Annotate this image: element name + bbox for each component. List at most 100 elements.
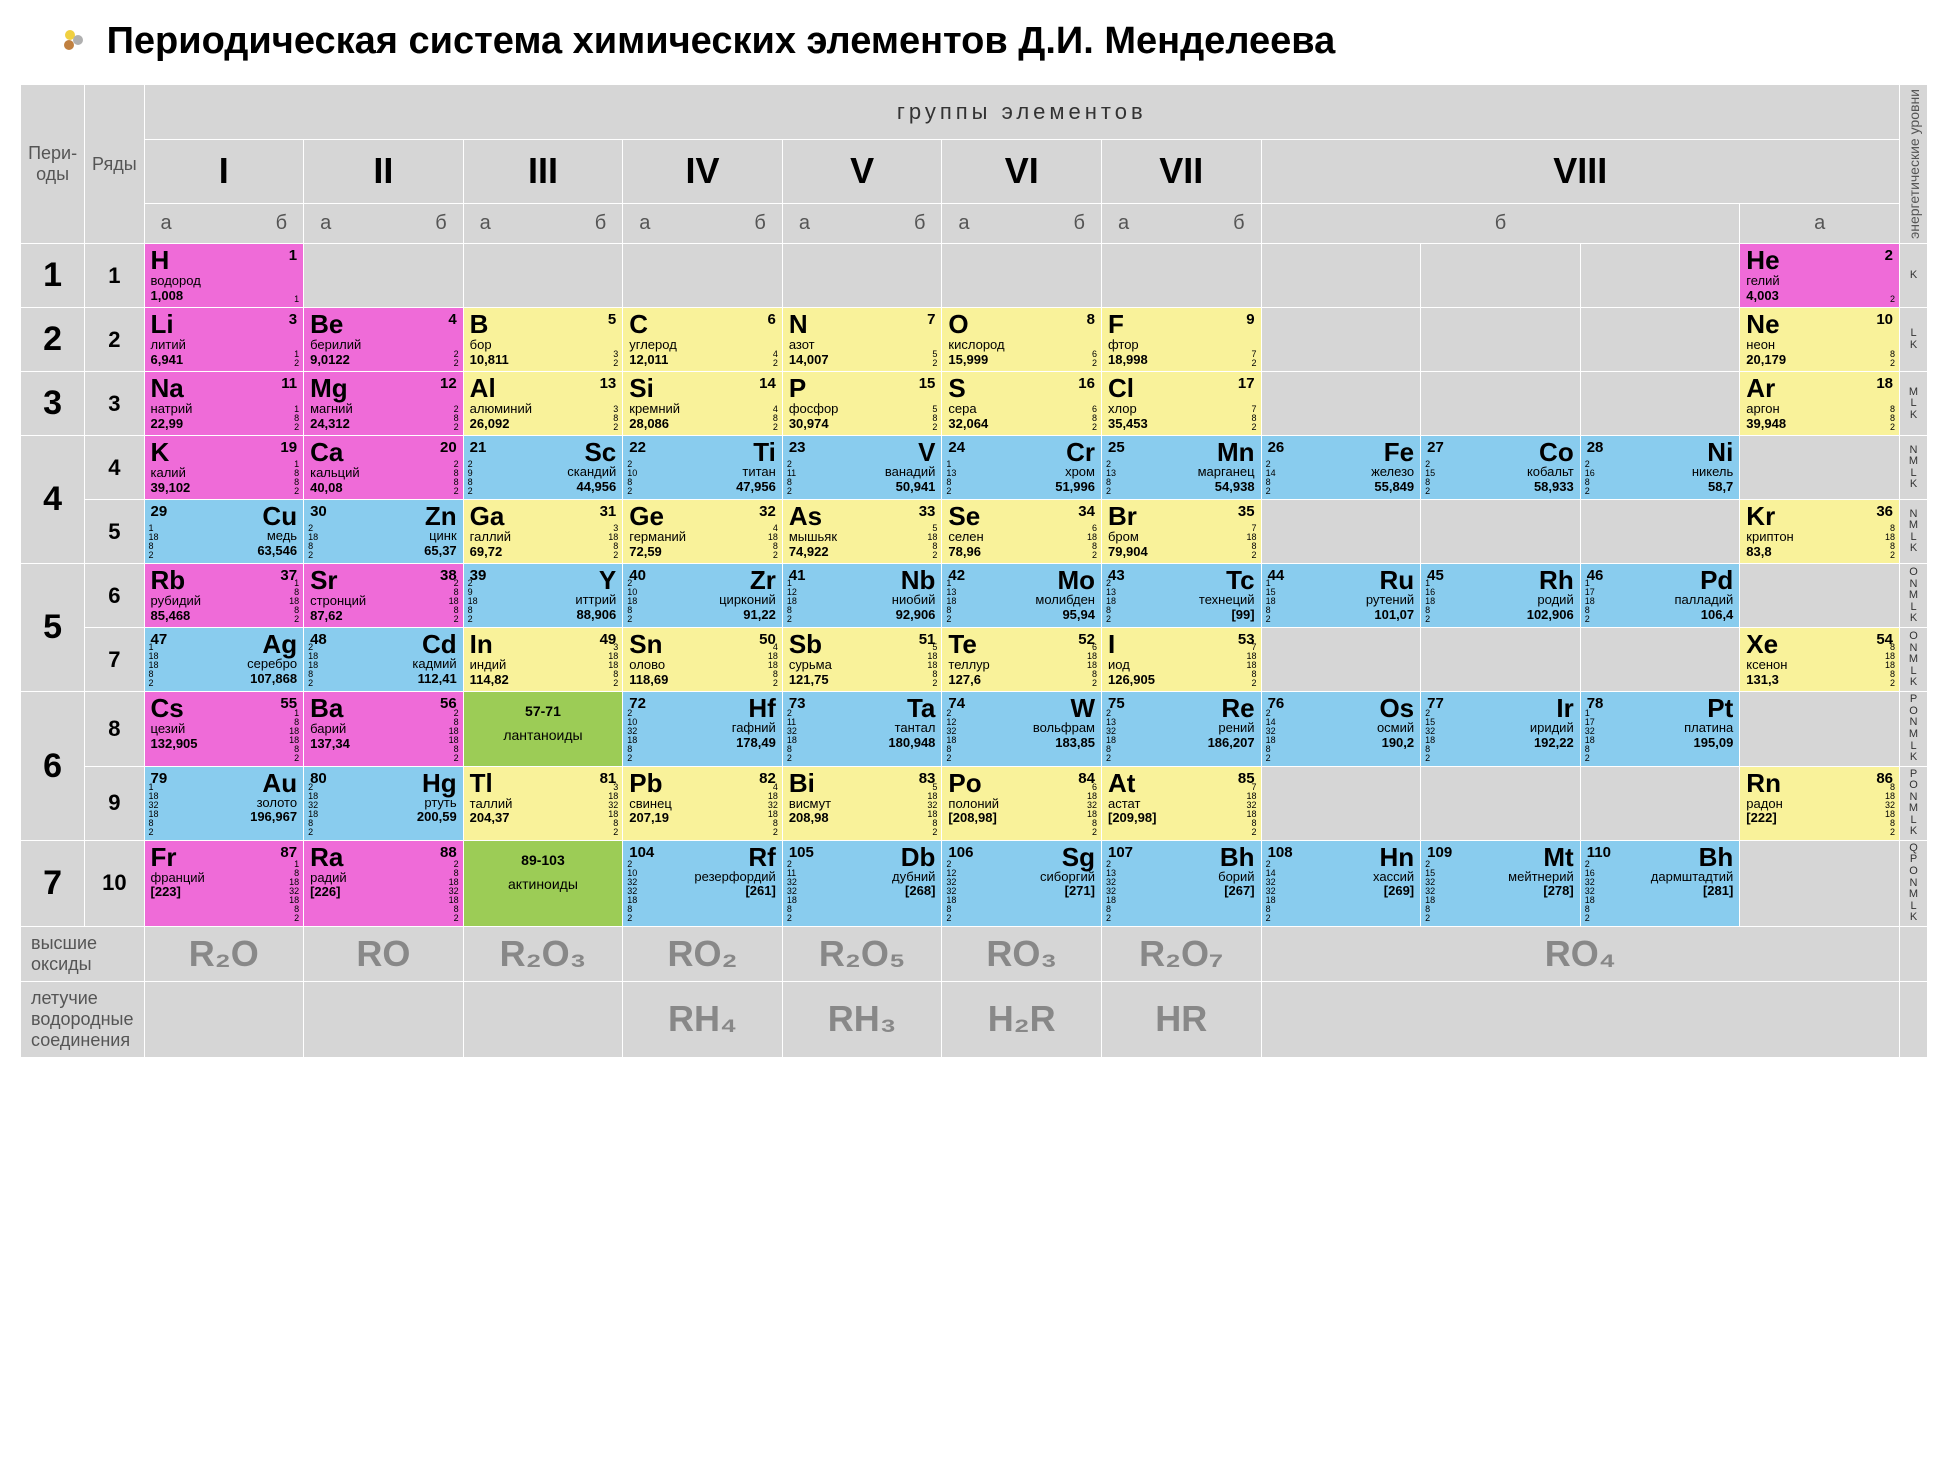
- period-number: 3: [21, 372, 85, 436]
- oxide-formula: RO₂: [623, 926, 783, 981]
- element-N: N7азот14,0075 2: [782, 308, 942, 372]
- element-Hg: Hg80ртуть200,592 18 32 18 8 2: [304, 766, 464, 840]
- element-F: F9фтор18,9987 2: [1101, 308, 1261, 372]
- element-Ta: Ta73тантал180,9482 11 32 18 8 2: [782, 692, 942, 766]
- energy-levels: P O N M L K: [1900, 692, 1928, 766]
- element-Db: Db105дубний[268]2 11 32 32 18 8 2: [782, 840, 942, 926]
- element-H: H1водород1,0081: [144, 244, 304, 308]
- element-Co: Co27кобальт58,9332 15 8 2: [1421, 436, 1581, 500]
- element-At: At85астат[209,98]7 18 32 18 8 2: [1101, 766, 1261, 840]
- energy-levels: P O N M L K: [1900, 766, 1928, 840]
- element-Au: Au79золото196,9671 18 32 18 8 2: [144, 766, 304, 840]
- title-text: Периодическая система химических элемент…: [107, 20, 1336, 62]
- element-P: P15фосфор30,9745 8 2: [782, 372, 942, 436]
- element-Ir: Ir77иридий192,222 15 32 18 8 2: [1421, 692, 1581, 766]
- element-Rf: Rf104резерфордий[261]2 10 32 32 18 8 2: [623, 840, 783, 926]
- hydride-formula: HR: [1101, 981, 1261, 1057]
- oxide-formula: RO₄: [1261, 926, 1899, 981]
- element-Sr: Sr38стронций87,622 8 18 8 2: [304, 564, 464, 628]
- element-Ne: Ne10неон20,1798 2: [1740, 308, 1900, 372]
- element-Cr: Cr24хром51,9961 13 8 2: [942, 436, 1102, 500]
- element-Cu: Cu29медь63,5461 18 8 2: [144, 500, 304, 564]
- energy-levels: Q P O N M L K: [1900, 840, 1928, 926]
- element-Na: Na11натрий22,991 8 2: [144, 372, 304, 436]
- element-Cs: Cs55цезий132,9051 8 18 18 8 2: [144, 692, 304, 766]
- element-Mn: Mn25марганец54,9382 13 8 2: [1101, 436, 1261, 500]
- periodic-table: Пери- оды Ряды группы элементов энергети…: [20, 84, 1928, 1057]
- element-Mg: Mg12магний24,3122 8 2: [304, 372, 464, 436]
- energy-header: энергетические уровни: [1900, 85, 1928, 244]
- hydrides-label: летучие водородные соединения: [21, 981, 145, 1057]
- element-Ag: Ag47серебро107,8681 18 18 8 2: [144, 628, 304, 692]
- element-Nb: Nb41ниобий92,9061 12 18 8 2: [782, 564, 942, 628]
- group-header: VI: [942, 139, 1102, 203]
- group-header: V: [782, 139, 942, 203]
- element-Ar: Ar18аргон39,9488 8 2: [1740, 372, 1900, 436]
- element-Hf: Hf72гафний178,492 10 32 18 8 2: [623, 692, 783, 766]
- element-Be: Be4берилий9,01222 2: [304, 308, 464, 372]
- row-number: 2: [85, 308, 144, 372]
- element-Ra: Ra88радий[226]2 8 18 32 18 8 2: [304, 840, 464, 926]
- oxide-formula: R₂O₇: [1101, 926, 1261, 981]
- element-Ru: Ru44рутений101,071 15 18 8 2: [1261, 564, 1421, 628]
- element-O: O8кислород15,9996 2: [942, 308, 1102, 372]
- element-Y: Y39иттрий88,9062 9 18 8 2: [463, 564, 623, 628]
- row-number: 4: [85, 436, 144, 500]
- energy-levels: O N M L K: [1900, 564, 1928, 628]
- element-Sn: Sn50олово118,694 18 18 8 2: [623, 628, 783, 692]
- element-K: K19калий39,1021 8 8 2: [144, 436, 304, 500]
- row-number: 5: [85, 500, 144, 564]
- row-number: 7: [85, 628, 144, 692]
- groups-header: группы элементов: [144, 85, 1899, 139]
- element-Li: Li3литий6,9411 2: [144, 308, 304, 372]
- row-number: 3: [85, 372, 144, 436]
- energy-levels: K: [1900, 244, 1928, 308]
- group-header: III: [463, 139, 623, 203]
- element-Si: Si14кремний28,0864 8 2: [623, 372, 783, 436]
- element-Al: Al13алюминий26,0923 8 2: [463, 372, 623, 436]
- hydride-formula: RH₃: [782, 981, 942, 1057]
- element-Tl: Tl81таллий204,373 18 32 18 8 2: [463, 766, 623, 840]
- element-Rn: Rn86радон[222]8 18 32 18 8 2: [1740, 766, 1900, 840]
- element-Fe: Fe26железо55,8492 14 8 2: [1261, 436, 1421, 500]
- element-Bi: Bi83висмут208,985 18 32 18 8 2: [782, 766, 942, 840]
- element-Pb: Pb82свинец207,194 18 32 18 8 2: [623, 766, 783, 840]
- element-Te: Te52теллур127,66 18 18 8 2: [942, 628, 1102, 692]
- oxide-formula: RO: [304, 926, 464, 981]
- element-Tc: Tc43технеций[99]2 13 18 8 2: [1101, 564, 1261, 628]
- energy-levels: N M L K: [1900, 436, 1928, 500]
- period-number: 4: [21, 436, 85, 564]
- element-In: In49индий114,823 18 18 8 2: [463, 628, 623, 692]
- row-number: 6: [85, 564, 144, 628]
- period-number: 5: [21, 564, 85, 692]
- group-header: VII: [1101, 139, 1261, 203]
- element-Pt: Pt78платина195,091 17 32 18 8 2: [1580, 692, 1740, 766]
- periods-header: Пери- оды: [21, 85, 85, 244]
- group-header: VIII: [1261, 139, 1899, 203]
- row-number: 10: [85, 840, 144, 926]
- element-Cd: Cd48кадмий112,412 18 18 8 2: [304, 628, 464, 692]
- element-Hn: Hn108хассий[269]2 14 32 32 18 8 2: [1261, 840, 1421, 926]
- element-La: 57-71лантаноиды: [463, 692, 623, 766]
- element-Mo: Mo42молибден95,941 13 18 8 2: [942, 564, 1102, 628]
- oxide-formula: R₂O: [144, 926, 304, 981]
- period-number: 7: [21, 840, 85, 926]
- element-Cl: Cl17хлор35,4537 8 2: [1101, 372, 1261, 436]
- element-Fr: Fr87франций[223]1 8 18 32 18 8 2: [144, 840, 304, 926]
- oxides-label: высшие оксиды: [21, 926, 145, 981]
- element-As: As33мышьяк74,9225 18 8 2: [782, 500, 942, 564]
- oxide-formula: RO₃: [942, 926, 1102, 981]
- oxide-formula: R₂O₃: [463, 926, 623, 981]
- element-Mt: Mt109мейтнерий[278]2 15 32 32 18 8 2: [1421, 840, 1581, 926]
- rows-header: Ряды: [85, 85, 144, 244]
- element-Sc: Sc21скандий44,9562 9 8 2: [463, 436, 623, 500]
- oxide-formula: R₂O₅: [782, 926, 942, 981]
- element-Po: Po84полоний[208,98]6 18 32 18 8 2: [942, 766, 1102, 840]
- group-header: II: [304, 139, 464, 203]
- row-number: 9: [85, 766, 144, 840]
- element-Ca: Ca20кальций40,082 8 8 2: [304, 436, 464, 500]
- row-number: 8: [85, 692, 144, 766]
- element-Rh: Rh45родий102,9061 16 18 8 2: [1421, 564, 1581, 628]
- element-Ac: 89-103актиноиды: [463, 840, 623, 926]
- element-Re: Re75рений186,2072 13 32 18 8 2: [1101, 692, 1261, 766]
